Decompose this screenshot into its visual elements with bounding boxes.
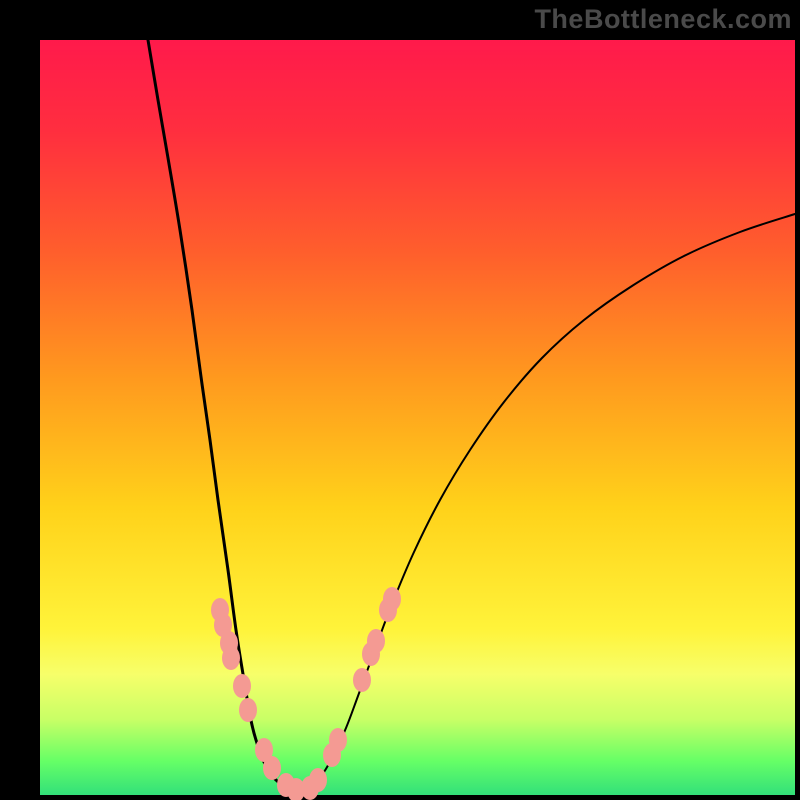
marker-dot <box>239 698 257 722</box>
marker-dot <box>233 674 251 698</box>
marker-dot <box>353 668 371 692</box>
curve-layer <box>40 40 795 795</box>
marker-dot <box>309 768 327 792</box>
marker-dot <box>383 587 401 611</box>
marker-dot <box>263 756 281 780</box>
marker-group <box>211 587 401 800</box>
watermark-text: TheBottleneck.com <box>534 4 792 35</box>
marker-dot <box>367 629 385 653</box>
plot-area <box>40 40 795 795</box>
marker-dot <box>222 646 240 670</box>
curve-right <box>298 214 795 792</box>
marker-dot <box>329 728 347 752</box>
chart-root: TheBottleneck.com <box>0 0 800 800</box>
curve-left <box>148 40 298 792</box>
